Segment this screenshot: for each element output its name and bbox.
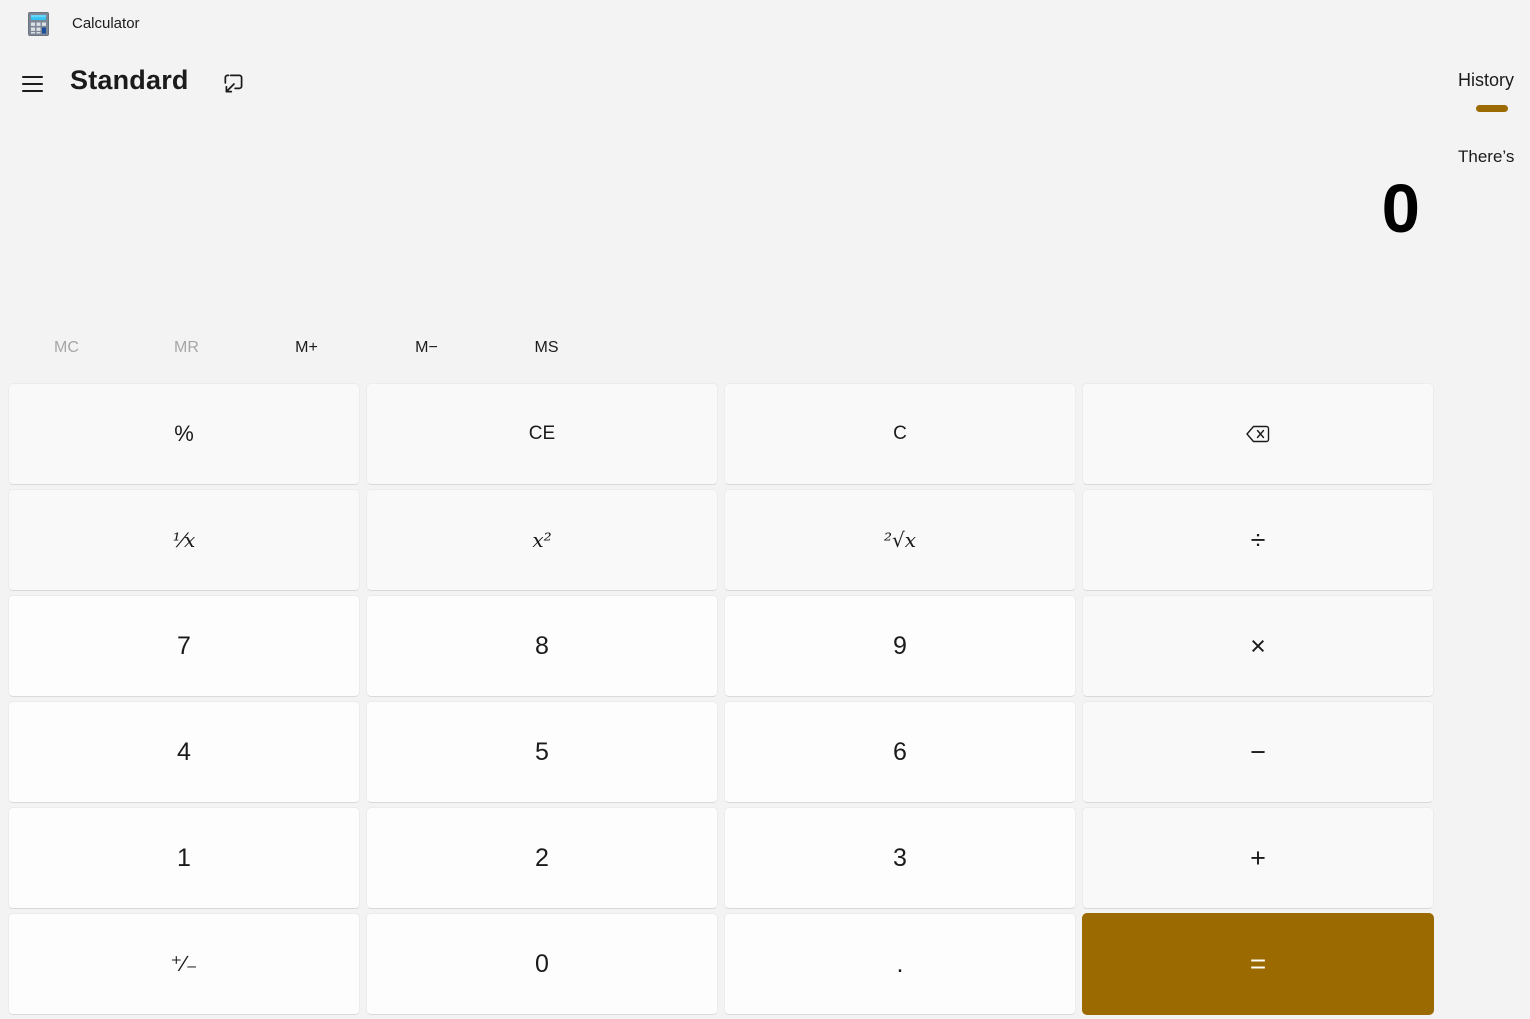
backspace-icon xyxy=(1246,425,1270,443)
digit-4-button[interactable]: 4 xyxy=(8,701,360,803)
square-root-button[interactable]: ²√x xyxy=(724,489,1076,591)
clear-entry-button[interactable]: CE xyxy=(366,383,718,485)
memory-store-button[interactable]: MS xyxy=(488,328,605,368)
tab-history[interactable]: History xyxy=(1458,70,1515,90)
app-title: Calculator xyxy=(72,15,140,32)
decimal-button[interactable]: . xyxy=(724,913,1076,1015)
hamburger-menu-icon[interactable] xyxy=(22,71,50,97)
square-button[interactable]: x² xyxy=(366,489,718,591)
calculator-display: 0 xyxy=(1381,170,1420,247)
reciprocal-button[interactable]: ⅟x xyxy=(8,489,360,591)
mode-title: Standard xyxy=(70,65,189,95)
digit-5-button[interactable]: 5 xyxy=(366,701,718,803)
history-empty-text: There’s xyxy=(1458,147,1515,166)
equals-button[interactable]: = xyxy=(1082,913,1434,1015)
memory-recall-button: MR xyxy=(128,328,245,368)
add-button[interactable]: + xyxy=(1082,807,1434,909)
backspace-button[interactable] xyxy=(1082,383,1434,485)
memory-row: MC MR M+ M− MS xyxy=(8,328,605,368)
digit-3-button[interactable]: 3 xyxy=(724,807,1076,909)
subtract-button[interactable]: − xyxy=(1082,701,1434,803)
percent-button[interactable]: % xyxy=(8,383,360,485)
digit-7-button[interactable]: 7 xyxy=(8,595,360,697)
digit-0-button[interactable]: 0 xyxy=(366,913,718,1015)
keep-on-top-icon[interactable] xyxy=(221,71,247,97)
clear-button[interactable]: C xyxy=(724,383,1076,485)
digit-2-button[interactable]: 2 xyxy=(366,807,718,909)
digit-9-button[interactable]: 9 xyxy=(724,595,1076,697)
divide-button[interactable]: ÷ xyxy=(1082,489,1434,591)
digit-8-button[interactable]: 8 xyxy=(366,595,718,697)
digit-6-button[interactable]: 6 xyxy=(724,701,1076,803)
calculator-app-icon xyxy=(28,12,49,36)
digit-1-button[interactable]: 1 xyxy=(8,807,360,909)
multiply-button[interactable]: × xyxy=(1082,595,1434,697)
memory-subtract-button[interactable]: M− xyxy=(368,328,485,368)
memory-clear-button: MC xyxy=(8,328,125,368)
history-tab-indicator xyxy=(1476,105,1508,112)
memory-add-button[interactable]: M+ xyxy=(248,328,365,368)
keypad: % CE C ⅟x x² ²√x ÷ 7 8 9 × 4 5 6 − 1 2 3… xyxy=(8,383,1434,1015)
titlebar: Calculator xyxy=(0,0,1530,48)
negate-button[interactable]: ⁺∕₋ xyxy=(8,913,360,1015)
